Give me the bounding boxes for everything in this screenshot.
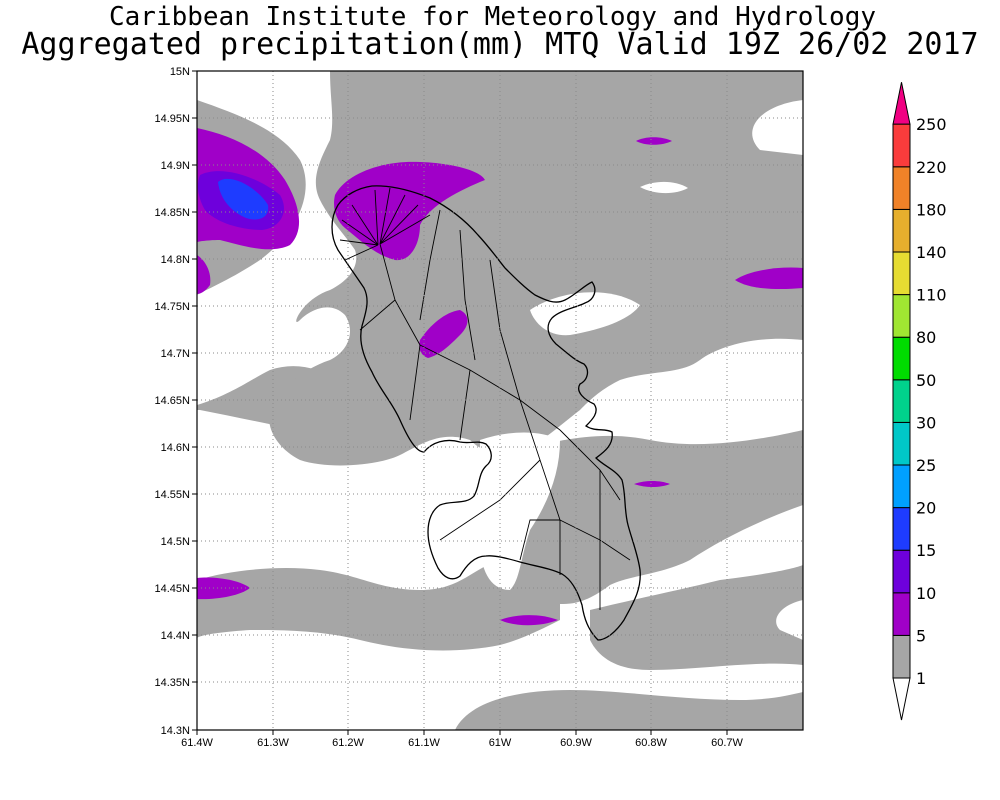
lon-tick-label: 61W [489,737,512,749]
lon-tick-label: 60.7W [711,737,743,749]
colorbar-swatch [892,592,911,636]
colorbar-label: 1 [916,669,926,688]
colorbar-label: 50 [916,371,936,390]
lat-tick-label: 14.4N [161,630,190,642]
lat-axis [192,70,197,731]
colorbar-label: 220 [916,158,947,177]
rain-band-5-10mm [197,577,250,600]
colorbar-arrow-top [892,82,911,125]
lat-tick-label: 14.45N [155,583,191,595]
lat-tick-label: 14.55N [155,489,191,501]
rain-band-5-10mm [735,267,803,290]
lat-tick-label: 14.8N [161,254,190,266]
no-rain-area [530,292,640,336]
rain-band-1-5mm [455,690,803,730]
colorbar-swatch [892,336,911,381]
lat-lon-grid [197,71,803,730]
colorbar-label: 5 [916,626,926,645]
lon-tick-label: 61.1W [408,737,440,749]
colorbar-label: 10 [916,584,936,603]
rain-band-1-5mm [350,108,400,129]
colorbar-label: 80 [916,328,936,347]
rain-band-5-10mm [197,255,211,294]
colorbar-swatch [892,166,911,210]
product-title: Aggregated precipitation(mm) MTQ Valid 1… [21,27,979,62]
colorbar-label: 110 [916,286,947,305]
island-outline [331,185,641,641]
lon-tick-labels: 61.4W 61.3W 61.2W 61.1W 61W 60.9W 60.8W … [181,737,743,749]
lon-tick-label: 60.8W [635,737,667,749]
rain-band-5-10mm [634,481,670,487]
rain-band-15-20mm [218,178,269,220]
colorbar-swatch [892,208,911,253]
colorbar-swatch [892,634,911,679]
colorbar-swatch [892,421,911,466]
rain-band-1-5mm [590,565,803,670]
lon-tick-label: 61.4W [181,737,213,749]
lat-tick-label: 14.3N [161,725,190,737]
colorbar-label: 20 [916,499,936,518]
lat-tick-label: 14.35N [155,677,191,689]
lon-axis [196,730,728,735]
lat-tick-label: 14.7N [161,348,190,360]
colorbar-swatch [892,464,911,509]
lat-tick-label: 14.85N [155,207,191,219]
rain-band-5-10mm [636,137,672,145]
lat-tick-label: 14.6N [161,442,190,454]
institute-title: Caribbean Institute for Meteorology and … [108,2,876,32]
lat-tick-label: 15N [170,66,190,78]
lat-tick-label: 14.65N [155,395,191,407]
lat-tick-labels: 15N 14.95N 14.9N 14.85N 14.8N 14.75N 14.… [155,66,191,737]
lon-tick-label: 61.2W [332,737,364,749]
lon-tick-label: 60.9W [560,737,592,749]
colorbar-label: 180 [916,200,947,219]
lat-tick-label: 14.5N [161,536,190,548]
commune-boundaries [339,187,631,610]
colorbar-label: 15 [916,541,936,560]
colorbar-swatch [892,549,911,594]
colorbar-swatch [892,507,911,551]
martinique-coastline [331,185,641,641]
rain-band-5-10mm [419,310,468,358]
colorbar-label: 30 [916,413,936,432]
colorbar-swatch [892,251,911,296]
lat-tick-label: 14.95N [155,113,191,125]
colorbar-swatch [892,294,911,338]
colorbar-swatch [892,123,911,168]
no-rain-area [640,181,688,194]
no-rain-area [479,432,560,590]
lon-tick-label: 61.3W [257,737,289,749]
rain-band-1-5mm [197,558,560,651]
lat-tick-label: 14.75N [155,301,191,313]
rain-band-1-5mm [497,430,803,605]
lat-tick-label: 14.9N [161,160,190,172]
precipitation-field [197,71,803,730]
rain-band-5-10mm [500,615,558,626]
colorbar-label: 250 [916,115,947,134]
colorbar-label: 140 [916,243,947,262]
colorbar-arrow-bottom [892,677,911,721]
colorbar-label: 25 [916,456,936,475]
colorbar-swatch [892,379,911,423]
